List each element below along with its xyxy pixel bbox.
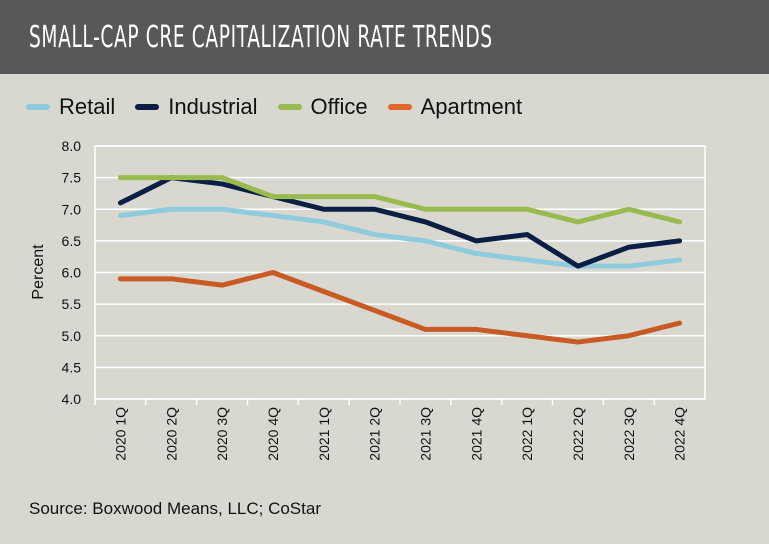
x-tick-label: 2021 2Q xyxy=(367,407,383,461)
x-tick-label: 2020 2Q xyxy=(163,407,179,461)
x-tick-label: 2020 4Q xyxy=(265,407,281,461)
series-line-apartment xyxy=(117,270,683,345)
x-tick-label: 2021 1Q xyxy=(316,407,332,461)
x-tick-label: 2022 3Q xyxy=(621,407,637,461)
legend-label: Retail xyxy=(59,94,116,119)
x-tick-label: 2022 2Q xyxy=(570,407,586,461)
legend-item-office: Office xyxy=(277,94,368,120)
title-bar: SMALL-CAP CRE CAPITALIZATION RATE TRENDS xyxy=(0,0,769,74)
y-tick-label: 7.0 xyxy=(62,201,82,217)
legend-swatch xyxy=(277,104,302,110)
legend-item-apartment: Apartment xyxy=(387,94,523,120)
source-note: Source: Boxwood Means, LLC; CoStar xyxy=(29,499,321,518)
series-line-industrial xyxy=(117,175,683,269)
legend-label: Apartment xyxy=(420,94,523,119)
x-tick-label: 2021 3Q xyxy=(417,407,433,461)
chart-title: SMALL-CAP CRE CAPITALIZATION RATE TRENDS xyxy=(29,20,493,55)
legend-item-retail: Retail xyxy=(26,94,115,120)
legend-item-industrial: Industrial xyxy=(135,94,258,120)
x-tick-label: 2020 3Q xyxy=(214,407,230,461)
y-tick-label: 8.0 xyxy=(62,138,82,154)
legend-label: Industrial xyxy=(168,94,258,119)
legend-swatch xyxy=(387,104,412,110)
series-line-retail xyxy=(117,206,683,269)
y-tick-label: 5.5 xyxy=(62,296,82,312)
x-tick-label: 2022 4Q xyxy=(672,407,688,461)
y-tick-label: 4.0 xyxy=(62,391,82,407)
y-axis-label: Percent xyxy=(30,244,47,300)
y-tick-label: 6.0 xyxy=(62,265,82,281)
x-tick-label: 2022 1Q xyxy=(519,407,535,461)
legend: Retail Industrial Office Apartment xyxy=(26,94,542,120)
x-tick-label: 2021 4Q xyxy=(468,407,484,461)
x-tick-label: 2020 1Q xyxy=(112,407,128,461)
y-tick-label: 7.5 xyxy=(62,170,82,186)
series-line-office xyxy=(117,175,683,225)
y-tick-label: 6.5 xyxy=(62,233,82,249)
y-tick-label: 5.0 xyxy=(62,328,82,344)
legend-swatch xyxy=(26,104,50,110)
legend-label: Office xyxy=(310,94,368,119)
legend-swatch xyxy=(135,104,160,110)
y-tick-label: 4.5 xyxy=(62,359,82,375)
